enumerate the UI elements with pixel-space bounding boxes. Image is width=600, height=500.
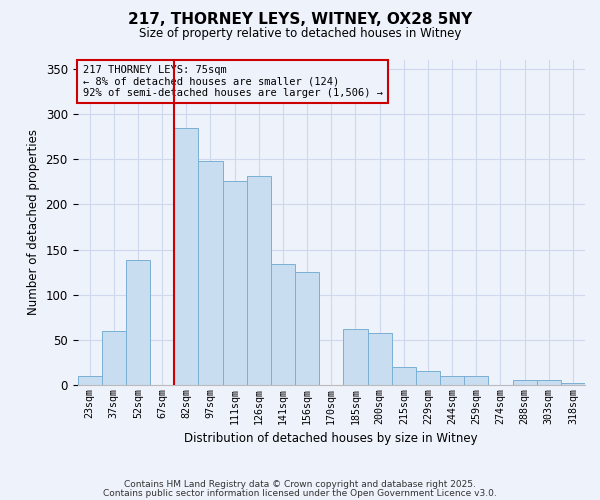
Bar — [512, 380, 536, 385]
Bar — [199, 161, 223, 385]
Text: Size of property relative to detached houses in Witney: Size of property relative to detached ho… — [139, 28, 461, 40]
Bar — [343, 329, 368, 385]
Bar — [392, 367, 416, 385]
Text: 217, THORNEY LEYS, WITNEY, OX28 5NY: 217, THORNEY LEYS, WITNEY, OX28 5NY — [128, 12, 472, 28]
Bar — [101, 330, 126, 385]
Bar — [271, 264, 295, 385]
Text: Contains public sector information licensed under the Open Government Licence v3: Contains public sector information licen… — [103, 488, 497, 498]
Bar — [440, 376, 464, 385]
Bar — [416, 372, 440, 385]
Text: 217 THORNEY LEYS: 75sqm
← 8% of detached houses are smaller (124)
92% of semi-de: 217 THORNEY LEYS: 75sqm ← 8% of detached… — [83, 65, 383, 98]
Text: Contains HM Land Registry data © Crown copyright and database right 2025.: Contains HM Land Registry data © Crown c… — [124, 480, 476, 489]
Bar — [295, 272, 319, 385]
Bar — [174, 128, 199, 385]
Bar — [223, 181, 247, 385]
Bar — [77, 376, 101, 385]
Bar — [247, 176, 271, 385]
X-axis label: Distribution of detached houses by size in Witney: Distribution of detached houses by size … — [184, 432, 478, 445]
Bar — [561, 383, 585, 385]
Bar — [536, 380, 561, 385]
Bar — [368, 332, 392, 385]
Y-axis label: Number of detached properties: Number of detached properties — [27, 130, 40, 316]
Bar — [464, 376, 488, 385]
Bar — [126, 260, 150, 385]
